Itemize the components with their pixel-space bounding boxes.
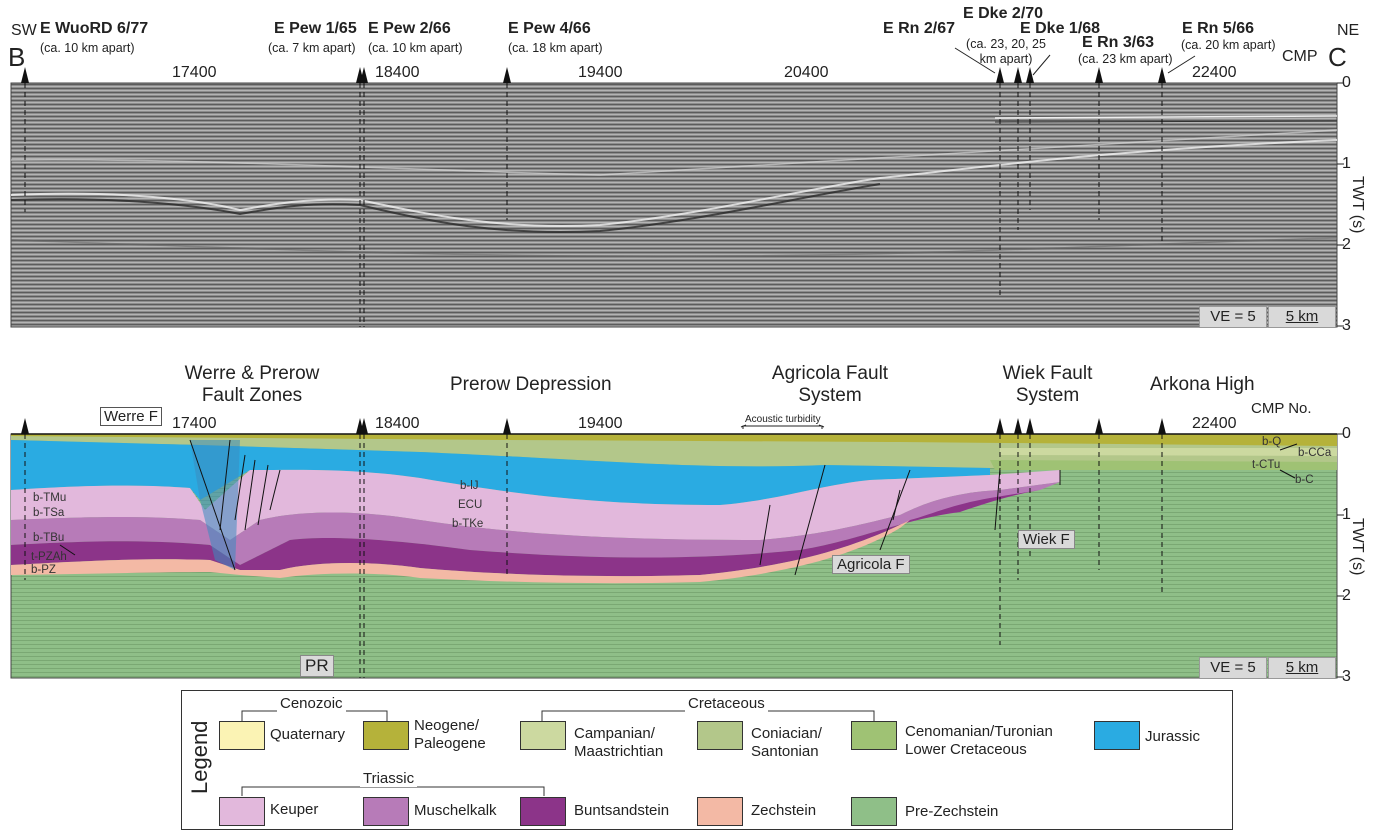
vertical-exaggeration: VE = 5	[1199, 306, 1267, 328]
horizon-label: b-C	[1295, 474, 1314, 486]
region-title: Werre & Prerow Fault Zones	[184, 363, 320, 406]
well-note: (ca. 7 km apart)	[268, 41, 356, 55]
legend-swatch-campanian	[520, 721, 566, 750]
scale-bar: 5 km	[1268, 657, 1336, 679]
cmp-tick-label: 17400	[172, 415, 217, 432]
legend-label: Coniacian/ Santonian	[751, 725, 822, 760]
well-label: E Pew 1/65	[274, 20, 357, 37]
twt-tick: 2	[1342, 587, 1351, 604]
horizon-label: b-TBu	[33, 532, 65, 544]
legend-label: Quaternary	[270, 726, 346, 743]
region-title: Prerow Depression	[450, 374, 612, 395]
horizon-label: b-CCa	[1298, 447, 1332, 459]
cmp-tick-label: 19400	[578, 415, 623, 432]
legend-swatch-neogene	[363, 721, 409, 750]
cmp-tick-label: 17400	[172, 64, 217, 81]
horizon-label: b-TSa	[33, 507, 65, 519]
legend-swatch-coniacian	[697, 721, 743, 750]
fault-label-werre: Werre F	[100, 407, 162, 426]
legend-label: Jurassic	[1145, 728, 1201, 745]
sw-label: SW	[11, 22, 37, 39]
cmp-tick-label: 19400	[578, 64, 623, 81]
section-start-letter: B	[8, 42, 26, 72]
legend-swatch-muschelkalk	[363, 797, 409, 826]
well-note: (ca. 10 km apart)	[40, 41, 135, 55]
well-label: E Pew 4/66	[508, 20, 591, 37]
region-title: Wiek Fault System	[1002, 363, 1093, 406]
legend-swatch-zechstein	[697, 797, 743, 826]
legend-label: Campanian/ Maastrichtian	[574, 725, 664, 760]
twt-tick: 1	[1342, 506, 1351, 523]
twt-tick: 2	[1342, 236, 1351, 253]
well-note: (ca. 23, 20, 25 km apart)	[966, 37, 1046, 66]
legend-swatch-pre-zechstein	[851, 797, 897, 826]
well-label: E Rn 2/67	[883, 20, 956, 37]
seismic-panel-top	[10, 47, 1344, 328]
twt-tick: 0	[1342, 74, 1351, 91]
legend-label: Keuper	[270, 801, 319, 818]
pr-label: PR	[300, 655, 334, 677]
well-note: (ca. 10 km apart)	[368, 41, 463, 55]
era-label: Triassic	[360, 770, 418, 787]
twt-tick: 3	[1342, 317, 1351, 334]
legend-label: Zechstein	[751, 802, 817, 819]
region-title: Arkona High	[1150, 374, 1255, 395]
legend-swatch-cenomanian	[851, 721, 897, 750]
horizon-label: t-CTu	[1252, 459, 1281, 471]
legend-label: Pre-Zechstein	[905, 803, 999, 820]
cmp-tick-label: 18400	[375, 415, 420, 432]
well-label: E Pew 2/66	[368, 20, 451, 37]
horizon-label: ECU	[458, 499, 483, 511]
horizon-label: b-lJ	[460, 480, 479, 492]
fault-label-wiek: Wiek F	[1018, 530, 1075, 549]
well-label: E Dke 1/68	[1020, 20, 1101, 37]
well-label: E Rn 5/66	[1182, 20, 1255, 37]
well-note: (ca. 18 km apart)	[508, 41, 603, 55]
acoustic-turbidity-label: Acoustic turbidity	[745, 414, 821, 425]
legend-swatch-buntsandstein	[520, 797, 566, 826]
cmp-axis-tag: CMP	[1282, 48, 1318, 65]
era-label: Cretaceous	[685, 695, 768, 712]
ne-label: NE	[1337, 22, 1360, 39]
section-end-letter: C	[1328, 42, 1347, 72]
horizon-label: t-PZAh	[31, 551, 67, 563]
cmp-axis-label: CMP No.	[1251, 400, 1312, 417]
well-label: E Rn 3/63	[1082, 34, 1155, 51]
twt-tick: 3	[1342, 668, 1351, 685]
twt-axis-label: TWT (s)	[1349, 518, 1366, 576]
scale-bar: 5 km	[1268, 306, 1336, 328]
legend-label: Muschelkalk	[414, 802, 497, 819]
horizon-label: b-TKe	[452, 518, 484, 530]
well-note: (ca. 20 km apart)	[1181, 38, 1276, 52]
well-note: (ca. 23 km apart)	[1078, 52, 1173, 66]
well-label: E Dke 2/70	[963, 5, 1044, 22]
legend: Legend Cenozoic Cretaceous Triassic Quat…	[181, 690, 1233, 830]
twt-tick: 0	[1342, 425, 1351, 442]
region-title: Agricola Fault System	[771, 363, 889, 406]
cmp-tick-label: 20400	[784, 64, 829, 81]
era-label: Cenozoic	[277, 695, 346, 712]
legend-swatch-jurassic	[1094, 721, 1140, 750]
legend-label: Cenomanian/Turonian Lower Cretaceous	[905, 723, 1053, 758]
cmp-tick-label: 18400	[375, 64, 420, 81]
fault-label-agricola: Agricola F	[832, 555, 910, 574]
horizon-label: b-PZ	[31, 564, 56, 576]
legend-label: Neogene/ Paleogene	[414, 717, 486, 752]
legend-swatch-quaternary	[219, 721, 265, 750]
twt-tick: 1	[1342, 155, 1351, 172]
interpretation-panel	[10, 418, 1344, 679]
well-label: E WuoRD 6/77	[40, 20, 149, 37]
vertical-exaggeration: VE = 5	[1199, 657, 1267, 679]
cmp-tick-label: 22400	[1192, 64, 1237, 81]
legend-label: Buntsandstein	[574, 802, 670, 819]
legend-swatch-keuper	[219, 797, 265, 826]
horizon-label: b-Q	[1262, 436, 1282, 448]
horizon-label: b-TMu	[33, 492, 67, 504]
cmp-tick-label: 22400	[1192, 415, 1237, 432]
